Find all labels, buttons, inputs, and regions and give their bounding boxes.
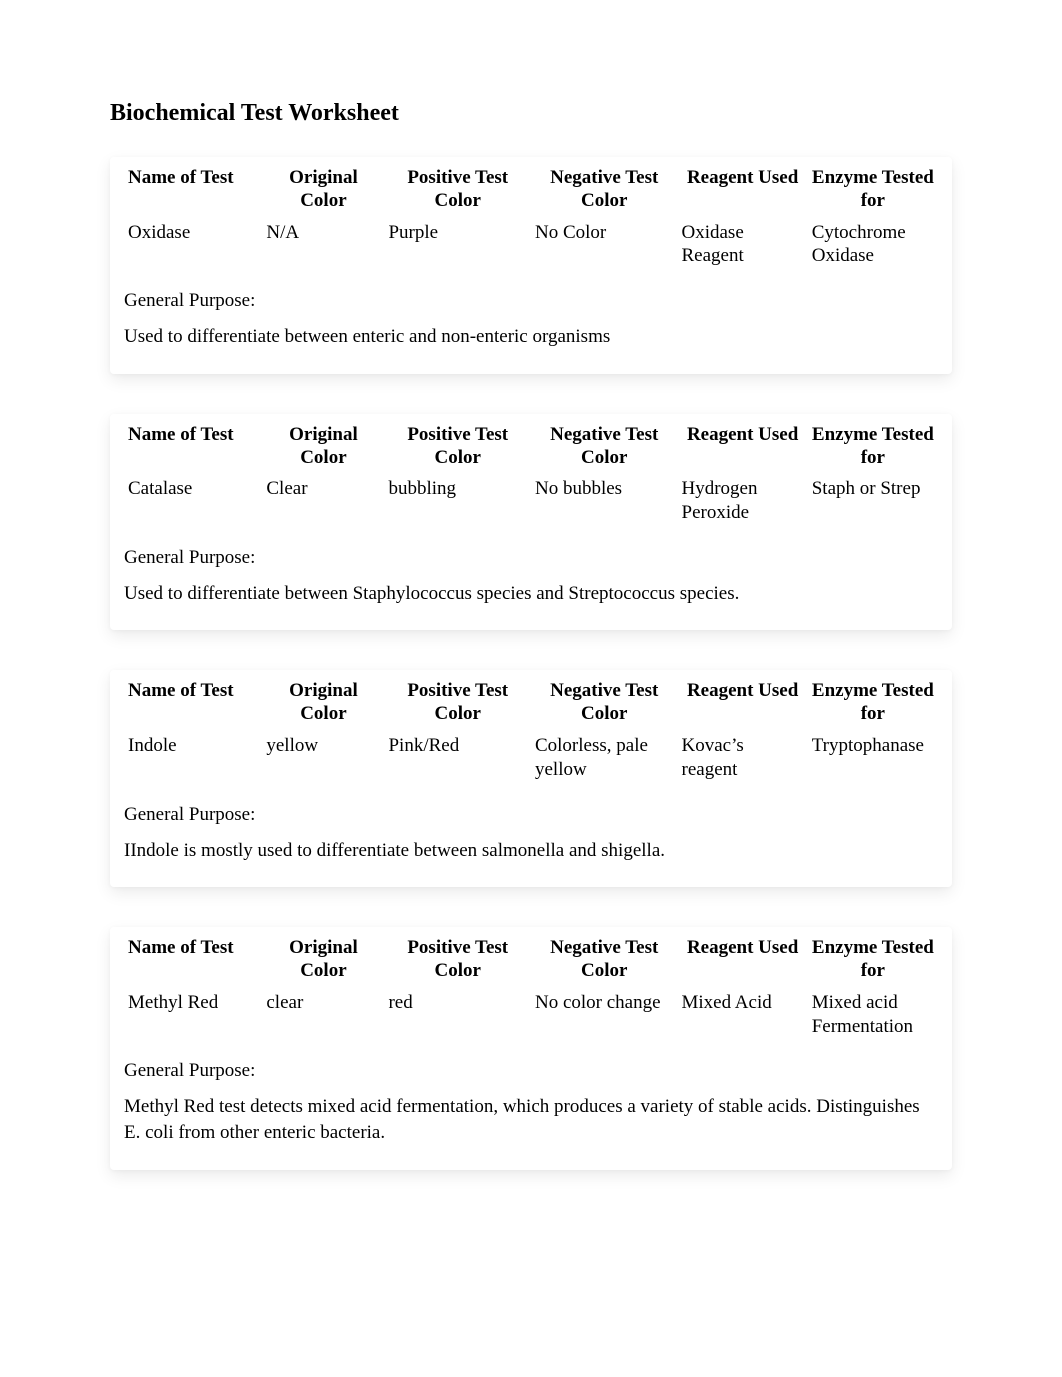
purpose-label: General Purpose: <box>124 286 938 324</box>
purpose-label: General Purpose: <box>124 1056 938 1094</box>
cell-positive: bubbling <box>384 473 531 543</box>
test-table: Name of Test Original Color Positive Tes… <box>124 161 938 286</box>
col-header-name: Name of Test <box>124 161 262 217</box>
cell-negative: Colorless, pale yellow <box>531 730 678 800</box>
cell-original: Clear <box>262 473 384 543</box>
test-block: Name of Test Original Color Positive Tes… <box>110 927 952 1169</box>
table-row: Indole yellow Pink/Red Colorless, pale y… <box>124 730 938 800</box>
cell-reagent: Mixed Acid <box>678 987 808 1057</box>
cell-positive: Pink/Red <box>384 730 531 800</box>
cell-original: yellow <box>262 730 384 800</box>
col-header-name: Name of Test <box>124 931 262 987</box>
test-table: Name of Test Original Color Positive Tes… <box>124 418 938 543</box>
cell-enzyme: Tryptophanase <box>808 730 938 800</box>
purpose-label: General Purpose: <box>124 800 938 838</box>
purpose-text: Used to differentiate between enteric an… <box>124 324 938 350</box>
test-table: Name of Test Original Color Positive Tes… <box>124 674 938 799</box>
cell-enzyme: Staph or Strep <box>808 473 938 543</box>
table-header-row: Name of Test Original Color Positive Tes… <box>124 931 938 987</box>
cell-enzyme: Mixed acid Fermentation <box>808 987 938 1057</box>
col-header-original: Original Color <box>262 161 384 217</box>
cell-original: clear <box>262 987 384 1057</box>
cell-negative: No color change <box>531 987 678 1057</box>
page-title: Biochemical Test Worksheet <box>110 100 952 127</box>
test-block: Name of Test Original Color Positive Tes… <box>110 414 952 631</box>
col-header-original: Original Color <box>262 674 384 730</box>
col-header-enzyme: Enzyme Tested for <box>808 161 938 217</box>
purpose-text: Methyl Red test detects mixed acid ferme… <box>124 1094 938 1145</box>
cell-enzyme: Cytochrome Oxidase <box>808 217 938 287</box>
table-row: Oxidase N/A Purple No Color Oxidase Reag… <box>124 217 938 287</box>
col-header-reagent: Reagent Used <box>678 418 808 474</box>
cell-name: Methyl Red <box>124 987 262 1057</box>
test-block: Name of Test Original Color Positive Tes… <box>110 670 952 887</box>
col-header-name: Name of Test <box>124 674 262 730</box>
test-table: Name of Test Original Color Positive Tes… <box>124 931 938 1056</box>
table-header-row: Name of Test Original Color Positive Tes… <box>124 674 938 730</box>
table-row: Methyl Red clear red No color change Mix… <box>124 987 938 1057</box>
table-header-row: Name of Test Original Color Positive Tes… <box>124 161 938 217</box>
col-header-positive: Positive Test Color <box>384 931 531 987</box>
col-header-reagent: Reagent Used <box>678 674 808 730</box>
cell-reagent: Oxidase Reagent <box>678 217 808 287</box>
cell-name: Indole <box>124 730 262 800</box>
col-header-negative: Negative Test Color <box>531 674 678 730</box>
table-header-row: Name of Test Original Color Positive Tes… <box>124 418 938 474</box>
col-header-reagent: Reagent Used <box>678 931 808 987</box>
cell-name: Oxidase <box>124 217 262 287</box>
col-header-positive: Positive Test Color <box>384 674 531 730</box>
col-header-reagent: Reagent Used <box>678 161 808 217</box>
col-header-enzyme: Enzyme Tested for <box>808 674 938 730</box>
purpose-label: General Purpose: <box>124 543 938 581</box>
cell-reagent: Hydrogen Peroxide <box>678 473 808 543</box>
col-header-enzyme: Enzyme Tested for <box>808 418 938 474</box>
cell-negative: No bubbles <box>531 473 678 543</box>
col-header-original: Original Color <box>262 418 384 474</box>
col-header-positive: Positive Test Color <box>384 161 531 217</box>
table-row: Catalase Clear bubbling No bubbles Hydro… <box>124 473 938 543</box>
col-header-original: Original Color <box>262 931 384 987</box>
purpose-text: IIndole is mostly used to differentiate … <box>124 838 938 864</box>
test-block: Name of Test Original Color Positive Tes… <box>110 157 952 374</box>
purpose-text: Used to differentiate between Staphyloco… <box>124 581 938 607</box>
col-header-enzyme: Enzyme Tested for <box>808 931 938 987</box>
col-header-positive: Positive Test Color <box>384 418 531 474</box>
cell-negative: No Color <box>531 217 678 287</box>
col-header-negative: Negative Test Color <box>531 931 678 987</box>
cell-name: Catalase <box>124 473 262 543</box>
col-header-negative: Negative Test Color <box>531 418 678 474</box>
cell-reagent: Kovac’s reagent <box>678 730 808 800</box>
cell-positive: red <box>384 987 531 1057</box>
col-header-negative: Negative Test Color <box>531 161 678 217</box>
cell-original: N/A <box>262 217 384 287</box>
col-header-name: Name of Test <box>124 418 262 474</box>
cell-positive: Purple <box>384 217 531 287</box>
